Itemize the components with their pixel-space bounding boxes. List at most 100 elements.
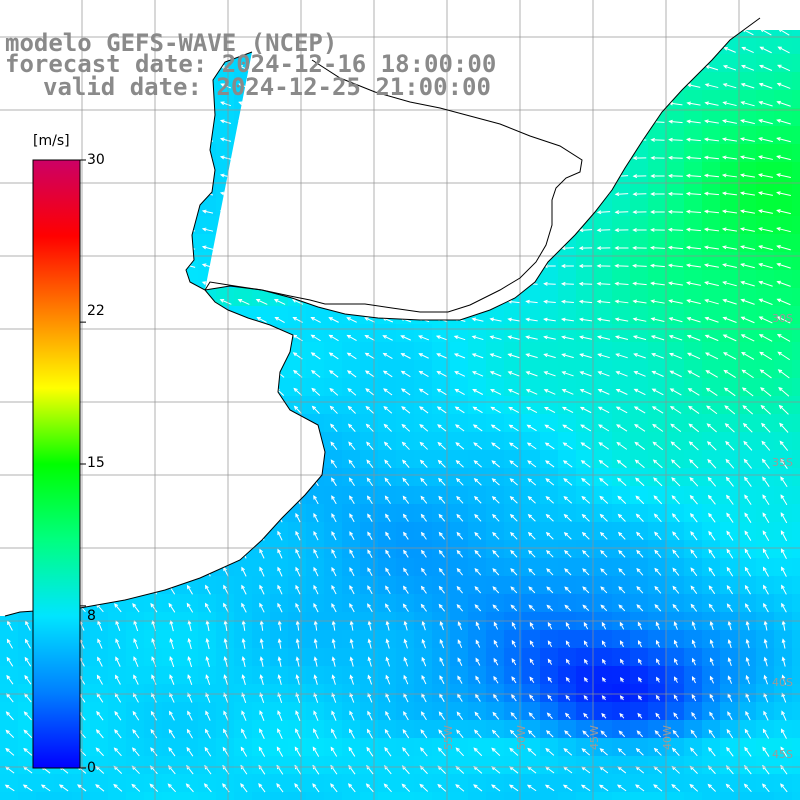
speed-cell	[414, 630, 432, 648]
wind-arrow-shaft	[669, 335, 683, 341]
wind-arrow-shaft	[742, 46, 754, 54]
speed-cell	[306, 504, 324, 522]
wind-arrow-head	[777, 46, 782, 51]
wind-arrow	[722, 263, 737, 269]
wind-arrow	[578, 228, 593, 233]
wind-arrow	[346, 334, 357, 341]
speed-cell	[684, 558, 702, 576]
wind-arrow-head	[669, 370, 674, 375]
wind-arrow	[561, 389, 574, 395]
wind-arrow	[704, 83, 719, 89]
wind-arrow-shaft	[597, 229, 611, 231]
speed-cell	[486, 414, 504, 432]
speed-cell	[432, 558, 450, 576]
speed-cell	[720, 702, 738, 720]
speed-cell	[36, 792, 54, 800]
speed-cell	[594, 414, 612, 432]
wind-arrow-shaft	[723, 120, 737, 124]
wind-arrow-head	[328, 317, 333, 321]
speed-cell	[360, 756, 378, 774]
wind-arrow	[383, 405, 393, 414]
speed-cell	[432, 756, 450, 774]
wind-arrow-head	[632, 317, 638, 322]
speed-cell	[702, 162, 720, 180]
speed-cell	[378, 702, 396, 720]
speed-cell	[396, 720, 414, 738]
speed-cell	[180, 684, 198, 702]
speed-cell	[702, 396, 720, 414]
wind-arrow-shaft	[741, 210, 755, 214]
speed-cell	[144, 774, 162, 792]
speed-cell	[648, 666, 666, 684]
wind-arrow-shaft	[436, 335, 448, 341]
wind-arrow	[220, 101, 232, 107]
speed-cell	[774, 288, 792, 306]
speed-cell	[342, 702, 360, 720]
speed-cell	[432, 450, 450, 468]
wind-arrow-shaft	[777, 83, 791, 89]
speed-cell	[450, 630, 468, 648]
wind-arrow	[722, 65, 737, 71]
wind-arrow	[776, 262, 791, 269]
wind-arrow-shaft	[294, 406, 302, 414]
speed-cell	[792, 162, 800, 180]
wind-arrow-head	[704, 316, 710, 321]
speed-cell	[504, 378, 522, 396]
wind-arrow-head	[685, 137, 691, 142]
speed-cell	[684, 648, 702, 666]
speed-cell	[378, 378, 396, 396]
wind-arrow	[650, 281, 665, 286]
speed-cell	[450, 594, 468, 612]
wind-arrow-shaft	[455, 388, 465, 396]
speed-cell	[360, 396, 378, 414]
wind-arrow	[722, 281, 737, 287]
wind-arrow-head	[704, 83, 710, 88]
speed-cell	[702, 504, 720, 522]
wind-arrow-head	[668, 317, 674, 321]
wind-arrow-shaft	[778, 369, 790, 379]
speed-cell	[522, 432, 540, 450]
wind-arrow-head	[776, 191, 781, 196]
speed-cell	[360, 684, 378, 702]
wind-arrow-head	[686, 281, 691, 286]
wind-arrow-shaft	[722, 174, 738, 178]
wind-arrow-head	[347, 387, 352, 393]
wind-arrow	[632, 299, 647, 304]
speed-cell	[720, 666, 738, 684]
speed-cell	[612, 774, 630, 792]
speed-cell	[666, 792, 684, 800]
speed-cell	[360, 720, 378, 738]
speed-cell	[612, 234, 630, 252]
speed-cell	[324, 558, 342, 576]
speed-cell	[288, 774, 306, 792]
speed-cell	[432, 396, 450, 414]
wind-arrow-head	[650, 192, 655, 196]
wind-arrow-shaft	[759, 351, 773, 361]
speed-cell	[792, 126, 800, 144]
speed-cell	[396, 360, 414, 378]
wind-arrow	[722, 119, 737, 124]
speed-cell	[396, 630, 414, 648]
wind-arrow-head	[669, 388, 675, 393]
speed-cell	[756, 684, 774, 702]
wind-arrow-head	[311, 387, 316, 392]
speed-cell	[414, 702, 432, 720]
speed-cell	[720, 576, 738, 594]
speed-cell	[702, 324, 720, 342]
speed-cell	[504, 756, 522, 774]
wind-arrow	[651, 388, 664, 396]
speed-cell	[756, 504, 774, 522]
speed-cell	[540, 378, 558, 396]
speed-cell	[756, 36, 774, 54]
speed-cell	[450, 774, 468, 792]
wind-arrow-head	[507, 317, 512, 322]
speed-cell	[378, 720, 396, 738]
wind-arrow-shaft	[741, 246, 755, 250]
wind-arrow	[740, 119, 755, 125]
speed-cell	[342, 378, 360, 396]
wind-arrow-head	[776, 137, 781, 141]
speed-cell	[504, 774, 522, 792]
wind-arrow-shaft	[454, 371, 466, 377]
wind-arrow-head	[650, 335, 656, 339]
speed-cell	[324, 576, 342, 594]
